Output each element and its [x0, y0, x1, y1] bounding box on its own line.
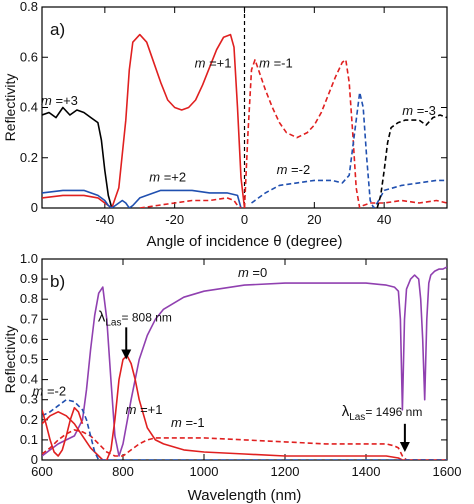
- series-line: [42, 189, 242, 208]
- y-tick-label: 0: [31, 452, 38, 467]
- x-tick-label: -20: [165, 212, 184, 227]
- series-annotation: m =+2: [149, 170, 186, 185]
- series-line: [42, 106, 113, 208]
- panel-b: 600 800 1000 1200 1400 1600 0 0.1 0.2 0.3 0.4 0.5 0.…: [2, 251, 462, 504]
- x-tick-label: 600: [31, 464, 53, 479]
- series-annotation: m =-3: [402, 103, 436, 118]
- y-tick-label: 0.5: [20, 352, 38, 367]
- y-tick-label: 0.3: [20, 392, 38, 407]
- x-tick-label: 0: [241, 212, 248, 227]
- series-line: [42, 429, 447, 460]
- arrow-head: [399, 441, 410, 452]
- x-tick-label: 800: [112, 464, 134, 479]
- x-axis-label: Angle of incidence θ (degree): [147, 233, 343, 250]
- x-tick-label: 1400: [352, 464, 381, 479]
- series-annotation: m =0: [238, 265, 267, 280]
- x-tick-label: 20: [307, 212, 321, 227]
- y-tick-label: 0.8: [20, 291, 38, 306]
- series-line: [42, 354, 447, 460]
- x-tick-label: 1000: [190, 464, 219, 479]
- y-tick-label: 0: [31, 200, 38, 215]
- series-line: [376, 114, 447, 208]
- y-axis-label: Reflectivity: [2, 326, 18, 394]
- x-tick-label: 1600: [433, 464, 462, 479]
- panel-label: a): [50, 20, 65, 39]
- x-tick-label: -40: [95, 212, 114, 227]
- y-tick-label: 0.6: [20, 331, 38, 346]
- series-annotation: m =+3: [41, 93, 78, 108]
- panel-a: -40 -20 0 20 40 0 0.2 0.4 0.6 0.8 Angle of inciden…: [2, 0, 448, 250]
- x-tick-label: 1200: [271, 464, 300, 479]
- y-tick-label: 0.4: [20, 372, 38, 387]
- y-tick-label: 0.2: [20, 412, 38, 427]
- series-line: [243, 59, 447, 208]
- series-line: [42, 406, 84, 457]
- y-axis-label: Reflectivity: [2, 74, 18, 142]
- laser-wavelength-label: λLas= 808 nm: [98, 308, 172, 328]
- series-annotation: m =+1: [195, 55, 232, 70]
- arrow-head: [121, 349, 132, 360]
- y-tick-label: 0.1: [20, 432, 38, 447]
- series-line: [251, 91, 447, 208]
- y-tick-label: 0.8: [20, 0, 38, 14]
- series-annotation: m =-1: [259, 55, 293, 70]
- y-tick-label: 0.4: [20, 100, 38, 115]
- series-annotation: m =-1: [171, 415, 205, 430]
- y-tick-label: 0.2: [20, 150, 38, 165]
- panel-label: b): [50, 272, 65, 291]
- series-line: [139, 197, 242, 208]
- series-annotation: m =-2: [32, 384, 66, 399]
- x-tick-label: 40: [377, 212, 391, 227]
- y-tick-label: 1.0: [20, 251, 38, 266]
- series-annotation: m =-2: [277, 162, 311, 177]
- y-tick-label: 0.6: [20, 49, 38, 64]
- y-tick-label: 0.7: [20, 311, 38, 326]
- y-tick-label: 0.9: [20, 271, 38, 286]
- x-axis-label: Wavelength (nm): [188, 487, 302, 504]
- series-line: [42, 266, 447, 457]
- laser-wavelength-label: λLas= 1496 nm: [342, 403, 423, 423]
- series-annotation: m =+1: [126, 402, 163, 417]
